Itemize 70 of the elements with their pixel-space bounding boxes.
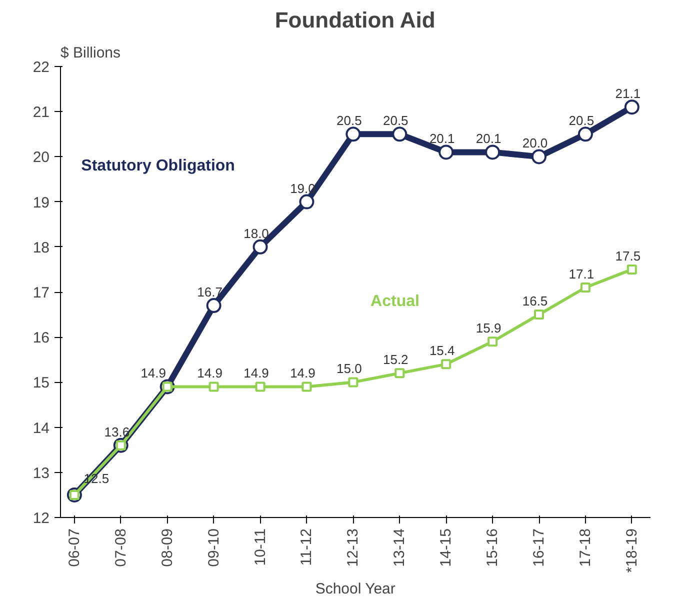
y-tick-label: 16 — [32, 330, 50, 347]
point — [252, 239, 268, 254]
point — [206, 298, 222, 314]
point — [485, 144, 500, 160]
data-label: 20.5 — [568, 113, 594, 128]
data-label: 17.5 — [615, 248, 641, 264]
text: Statutory Obligation — [81, 158, 235, 175]
point — [532, 149, 547, 164]
x-tick-label: 14-15 — [438, 528, 455, 567]
x-tick-label: 10-11 — [252, 528, 269, 566]
data-label: 15.0 — [336, 361, 362, 376]
x-tick-label: 13-14 — [391, 528, 408, 567]
data-label: 17.1 — [568, 266, 594, 282]
data-label: 20.5 — [336, 113, 362, 128]
data-label: 15.9 — [476, 320, 502, 336]
point — [208, 382, 219, 392]
y-tick-label: 12 — [32, 510, 50, 527]
point — [441, 359, 452, 370]
point — [348, 377, 358, 388]
x-tick-label: 16-17 — [530, 528, 548, 567]
data-label: 15.2 — [382, 352, 408, 368]
point — [394, 368, 405, 378]
x-tick-label: 08-09 — [158, 528, 176, 567]
point — [299, 194, 314, 210]
data-label: 20.5 — [382, 113, 408, 128]
data-label: 18.0 — [244, 226, 269, 241]
x-tick-label: 12-13 — [344, 528, 362, 567]
point — [626, 264, 637, 274]
x-tick-label: *18-19 — [623, 528, 640, 573]
data-label: 20.0 — [522, 136, 548, 151]
x-tick-label: 09-10 — [205, 528, 222, 567]
data-label: 21.1 — [615, 86, 641, 102]
point — [578, 126, 593, 142]
y-tick-label: 20 — [32, 149, 50, 166]
data-label: 14.9 — [244, 366, 269, 381]
data-label: 20.1 — [476, 131, 502, 146]
data-label: 16.5 — [522, 294, 548, 309]
data-label: 20.1 — [429, 131, 455, 146]
data-label: 15.4 — [429, 343, 455, 358]
y-tick-label: 19 — [32, 194, 50, 212]
y-tick-label: 22 — [32, 59, 50, 76]
point — [255, 382, 266, 392]
y-tick-label: 18 — [32, 239, 50, 256]
point — [392, 126, 408, 142]
data-label: 14.9 — [290, 366, 316, 381]
data-label: 13.6 — [104, 424, 130, 440]
x-axis-title: School Year — [315, 580, 396, 598]
point — [346, 126, 361, 142]
y-tick-label: 21 — [32, 104, 50, 122]
x-tick-label: 15-16 — [484, 528, 502, 567]
x-tick-label: 07-08 — [112, 528, 130, 567]
data-label: 16.7 — [197, 284, 222, 300]
y-axis-title: $ Billions — [60, 44, 121, 62]
y-tick-label: 14 — [32, 420, 50, 437]
chart-title: Foundation Aid — [274, 8, 436, 32]
point — [624, 100, 640, 115]
text: Actual — [370, 293, 420, 310]
point — [488, 336, 498, 347]
x-tick-label: 06-07 — [66, 528, 83, 567]
x-tick-label: 11-12 — [298, 528, 316, 566]
y-tick-label: 17 — [32, 284, 50, 302]
point — [580, 282, 590, 292]
y-tick-label: 15 — [32, 374, 50, 392]
y-tick-label: 13 — [32, 464, 50, 482]
point — [302, 382, 312, 392]
data-label: 14.9 — [140, 366, 166, 381]
point — [534, 310, 544, 320]
x-tick-label: 17-18 — [576, 528, 594, 567]
data-label: 14.9 — [197, 366, 222, 381]
point — [438, 144, 454, 160]
